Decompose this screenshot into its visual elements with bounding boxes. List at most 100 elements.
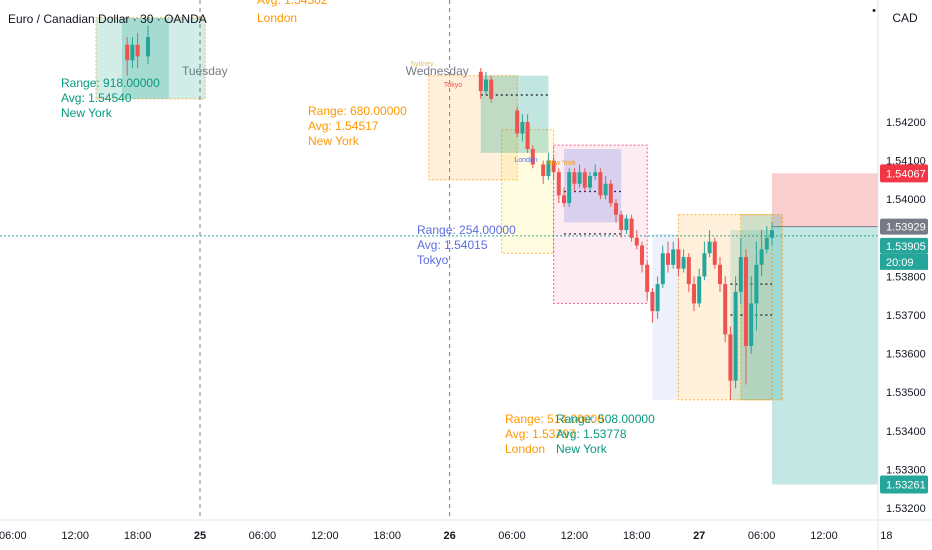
- candle-body: [135, 44, 140, 57]
- session-body: [122, 17, 169, 99]
- candle-body: [655, 284, 660, 312]
- session-tag: London: [514, 157, 537, 164]
- session-avg-label: Avg: 1.53797: [505, 427, 576, 441]
- price-tick-label: 1.53600: [886, 349, 926, 361]
- price-tick-label: 1.54000: [886, 194, 926, 206]
- candle-body: [484, 79, 488, 92]
- candle-body: [582, 172, 587, 188]
- session-avg-label: Avg: 1.54540: [61, 91, 132, 105]
- symbol-dot: •: [872, 5, 876, 17]
- session-name-label: London: [257, 11, 297, 25]
- price-tick-label: 1.53200: [886, 503, 926, 515]
- session-avg-label: Avg: 1.53778: [556, 427, 627, 441]
- candle-body: [603, 183, 608, 196]
- grid: Tuesday Wednesday: [0, 0, 878, 520]
- candle-body: [676, 249, 681, 269]
- candle-body: [515, 110, 520, 134]
- candle-body: [738, 257, 743, 292]
- candle-body: [619, 214, 624, 231]
- candle-body: [666, 253, 670, 265]
- candle-body: [681, 257, 686, 269]
- time-tick-label: 12:00: [810, 530, 838, 542]
- session-range-label: Range: 508.00000: [556, 412, 655, 426]
- candle-body: [764, 237, 769, 250]
- candle-body: [702, 253, 707, 277]
- candle-body: [692, 284, 696, 304]
- candle-body: [588, 176, 592, 188]
- session-name-label: New York: [61, 106, 113, 120]
- candle-body: [546, 160, 551, 177]
- session-range-label: Range: 680.00000: [308, 104, 407, 118]
- candle-body: [567, 172, 572, 204]
- candle-body: [551, 160, 556, 173]
- currency-label: CAD: [892, 11, 918, 25]
- candle-body: [770, 230, 774, 238]
- session-avg-label: Avg: 1.54517: [308, 119, 379, 133]
- candle-body: [749, 303, 754, 346]
- candles: [125, 25, 774, 400]
- candle-body: [660, 253, 665, 285]
- price-tick-label: 1.53500: [886, 387, 926, 399]
- time-tick-label: 25: [194, 530, 206, 542]
- candle-body: [525, 122, 530, 150]
- candle-body: [650, 291, 655, 312]
- price-badge-last[interactable]: 1.53905: [880, 237, 928, 254]
- price-tick-label: 1.53300: [886, 464, 926, 476]
- candle-body: [624, 218, 629, 231]
- candle-body: [744, 257, 748, 346]
- candle-body: [686, 257, 691, 285]
- currency-button[interactable]: [882, 5, 928, 29]
- time-tick-label: 18:00: [623, 530, 651, 542]
- day-label: Tuesday: [182, 64, 228, 78]
- candle-body: [707, 241, 712, 254]
- candle-body: [728, 334, 733, 381]
- candle-body: [629, 218, 634, 238]
- candle-body: [530, 149, 535, 165]
- session-range-label: Range: 918.00000: [61, 76, 160, 90]
- candle-body: [577, 172, 582, 184]
- price-badge-text: 1.53929: [886, 222, 926, 234]
- candle-body: [130, 44, 135, 61]
- session-tag: New York: [546, 160, 576, 167]
- session-avg-label: Avg: 1.54502: [257, 0, 328, 7]
- candle-body: [640, 245, 644, 265]
- time-tick-label: 26: [443, 530, 455, 542]
- candle-body: [614, 203, 618, 215]
- price-badge-bg: [880, 237, 928, 254]
- candle-body: [645, 264, 650, 292]
- price-badge-text: 1.53261: [886, 479, 926, 491]
- price-axis-ticks: 1.542001.541001.540001.538001.537001.536…: [886, 117, 926, 515]
- candle-body: [759, 249, 764, 265]
- candle-body: [608, 183, 613, 204]
- session-name-label: New York: [556, 442, 608, 456]
- price-tick-label: 1.53700: [886, 310, 926, 322]
- candle-body: [754, 264, 759, 304]
- symbol-title: Euro / Canadian Dollar · 30 · OANDA: [8, 12, 207, 26]
- session-name-label: Tokyo: [417, 253, 449, 267]
- time-tick-label: 06:00: [748, 530, 776, 542]
- time-tick-label: 12:00: [61, 530, 89, 542]
- session-name-label: London: [505, 442, 545, 456]
- candle-body: [489, 79, 494, 99]
- session-box[interactable]: [428, 75, 518, 181]
- price-badge-take-profit[interactable]: 1.53261: [880, 475, 928, 494]
- time-tick-label: 18:00: [373, 530, 401, 542]
- session-range-label: Range: 254.00000: [417, 223, 516, 237]
- price-badge-text: 1.53905: [886, 241, 926, 253]
- session-box[interactable]: [95, 17, 206, 100]
- candle-body: [598, 172, 603, 196]
- candle-body: [712, 241, 717, 265]
- candle-body: [125, 44, 130, 61]
- candle-body: [478, 71, 483, 92]
- price-badge-entry[interactable]: 1.53929: [880, 218, 928, 235]
- candle-body: [718, 264, 722, 285]
- price-badge-bg: [880, 218, 928, 235]
- session-tag: Sydney: [410, 61, 434, 68]
- time-tick-label: 27: [693, 530, 705, 542]
- time-tick-label: 06:00: [498, 530, 526, 542]
- price-badge-stop-loss[interactable]: 1.54067: [880, 164, 928, 183]
- time-tick-label: 18:00: [124, 530, 152, 542]
- time-tick-label: 06:00: [249, 530, 277, 542]
